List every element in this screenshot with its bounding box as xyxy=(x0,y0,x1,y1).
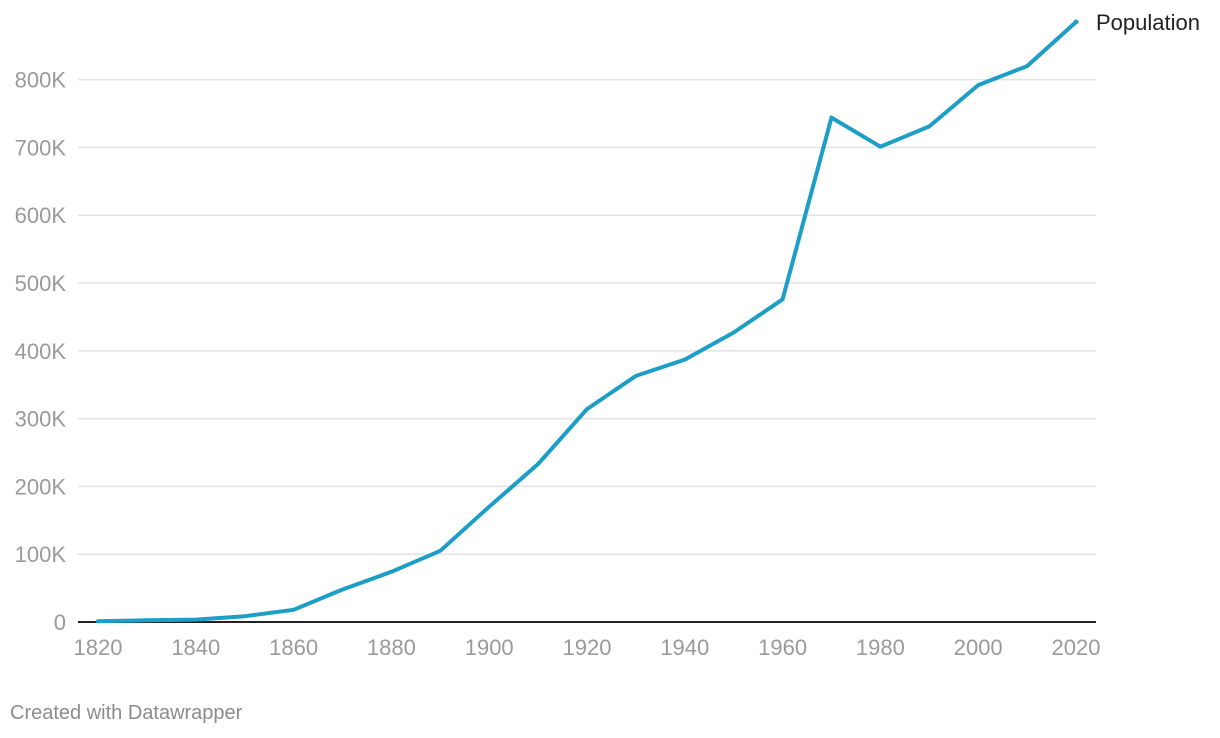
x-tick-label: 1860 xyxy=(269,635,318,660)
series-line-population xyxy=(96,20,1078,624)
x-tick-label: 1820 xyxy=(74,635,123,660)
y-tick-label: 0 xyxy=(54,610,66,635)
y-tick-label: 500K xyxy=(15,271,67,296)
y-tick-label: 200K xyxy=(15,474,67,499)
y-axis-tick-labels: 0 100K 200K 300K 400K 500K 600K 700K 800K xyxy=(15,68,67,635)
x-tick-label: 1840 xyxy=(171,635,220,660)
y-tick-label: 300K xyxy=(15,407,67,432)
x-tick-label: 1880 xyxy=(367,635,416,660)
series-lines xyxy=(96,19,1079,624)
x-tick-label: 1920 xyxy=(563,635,612,660)
x-tick-label: 2000 xyxy=(954,635,1003,660)
series-endpoint xyxy=(1073,19,1079,25)
x-tick-label: 1900 xyxy=(465,635,514,660)
y-tick-label: 600K xyxy=(15,203,67,228)
series-label: Population xyxy=(1096,10,1200,35)
credit-text: Created with Datawrapper xyxy=(10,702,243,724)
x-tick-label: 1940 xyxy=(660,635,709,660)
series-labels: Population xyxy=(1096,10,1200,35)
x-tick-label: 2020 xyxy=(1052,635,1101,660)
y-tick-label: 100K xyxy=(15,542,67,567)
y-tick-label: 400K xyxy=(15,339,67,364)
x-tick-label: 1960 xyxy=(758,635,807,660)
x-axis-tick-labels: 1820 1840 1860 1880 1900 1920 1940 1960 1980 2000… xyxy=(74,635,1101,660)
gridlines xyxy=(78,78,1096,555)
y-tick-label: 800K xyxy=(15,68,67,93)
y-tick-label: 700K xyxy=(15,135,67,160)
x-tick-label: 1980 xyxy=(856,635,905,660)
